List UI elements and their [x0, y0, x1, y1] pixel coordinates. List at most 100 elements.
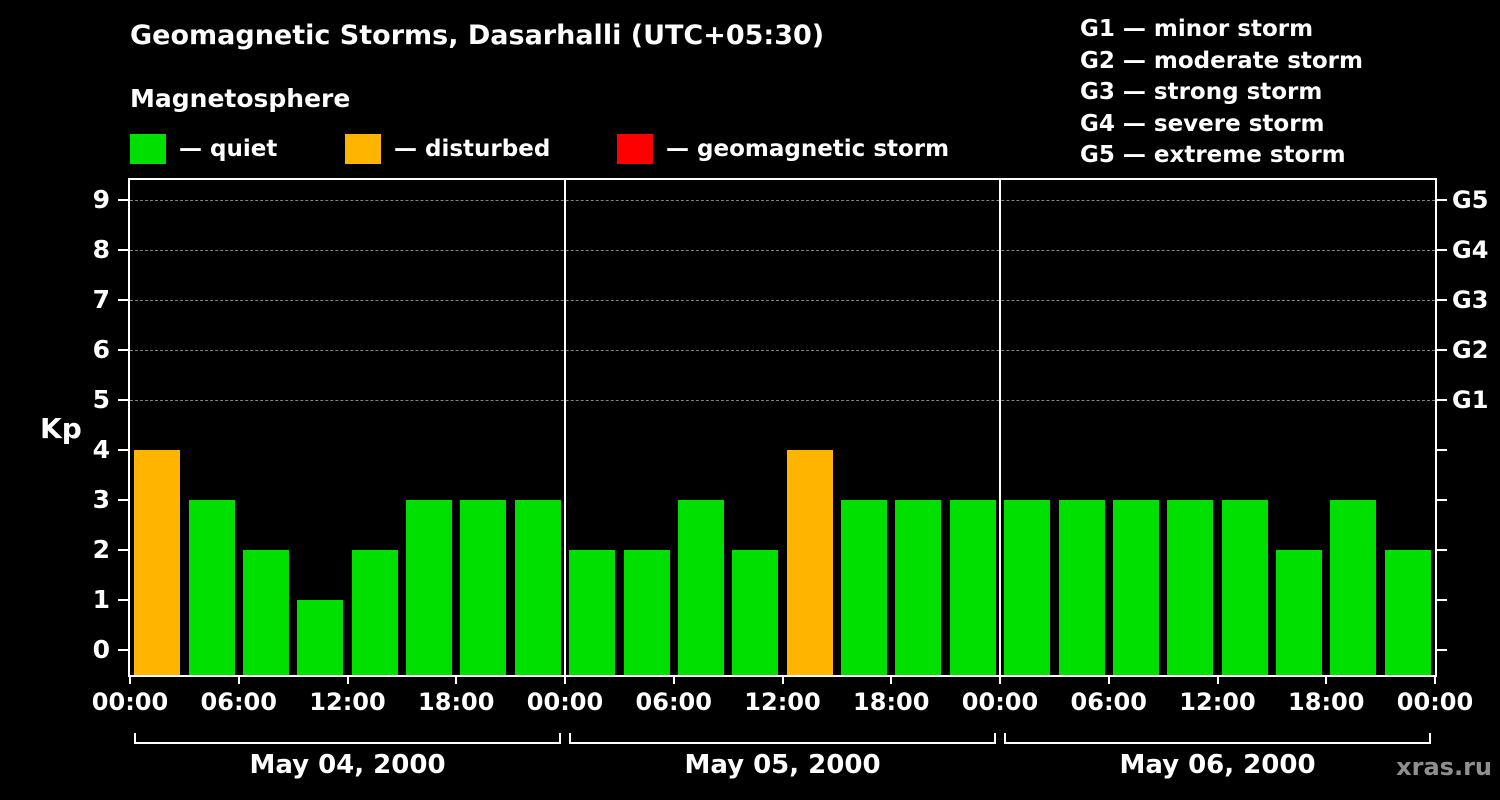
x-axis-tick — [1434, 675, 1436, 684]
y-axis-label: 1 — [92, 585, 110, 614]
plot-area: 0 1 2 3 4 5 6 7 8 9 G1 G2 G3 G4 G5 00:00 06:00 12:00 18:00… — [92, 178, 1488, 716]
kp-bar — [786, 450, 833, 675]
y-axis-tick-right — [1437, 449, 1447, 451]
kp-bar — [841, 500, 888, 675]
y-axis-label: 0 — [92, 635, 110, 664]
kp-bar — [514, 500, 561, 675]
x-axis-tick — [1325, 675, 1328, 684]
x-axis-label: 06:00 — [635, 688, 712, 716]
g-scale-legend: G1 — minor storm G2 — moderate storm G3 … — [1080, 14, 1363, 172]
legend-item-disturbed: — disturbed — [345, 133, 550, 165]
y-axis-tick-right — [1437, 199, 1447, 201]
x-axis-tick — [346, 675, 349, 684]
legend-item-storm: — geomagnetic storm — [617, 133, 949, 165]
kp-bar — [569, 550, 616, 675]
subtitle-magnetosphere: Magnetosphere — [130, 84, 351, 113]
y-axis-tick — [118, 299, 128, 301]
gridline-kp7 — [130, 300, 1435, 301]
kp-bar — [1221, 500, 1268, 675]
y-axis-tick — [118, 349, 128, 351]
g-scale-axis-label: G3 — [1452, 286, 1489, 314]
kp-bar — [895, 500, 942, 675]
date-label: May 04, 2000 — [249, 750, 446, 780]
x-axis-label: 12:00 — [309, 688, 386, 716]
kp-bar — [1330, 500, 1377, 675]
x-axis-tick — [1216, 675, 1219, 684]
page-title: Geomagnetic Storms, Dasarhalli (UTC+05:3… — [130, 20, 825, 51]
g-scale-axis-label: G4 — [1452, 236, 1489, 264]
y-axis-tick — [118, 199, 128, 201]
x-axis-label: 18:00 — [853, 688, 930, 716]
x-axis-label: 18:00 — [1288, 688, 1365, 716]
y-axis-tick-right — [1437, 599, 1447, 601]
x-axis-tick — [890, 675, 893, 684]
x-axis-label: 00:00 — [526, 688, 604, 716]
y-axis-label: 3 — [92, 485, 110, 514]
kp-bar — [1004, 500, 1051, 675]
x-axis-label: 18:00 — [418, 688, 495, 716]
kp-bar — [1276, 550, 1323, 675]
y-axis-title: Kp — [40, 412, 82, 445]
gridline-kp8 — [130, 250, 1435, 251]
x-axis-label: 12:00 — [744, 688, 821, 716]
kp-bar — [623, 550, 670, 675]
g-scale-axis-label: G1 — [1452, 386, 1489, 414]
x-axis-tick — [129, 675, 131, 684]
legend-label-storm: — geomagnetic storm — [666, 136, 950, 162]
storm-color-swatch — [617, 134, 653, 164]
quiet-color-swatch — [130, 134, 166, 164]
date-axis: May 04, 2000 May 05, 2000 May 06, 2000 — [0, 733, 1500, 800]
x-axis-label: 12:00 — [1179, 688, 1256, 716]
g5-legend-line: G5 — extreme storm — [1080, 142, 1346, 168]
g-scale-axis-label: G2 — [1452, 336, 1489, 364]
kp-bar — [1058, 500, 1105, 675]
y-axis-tick — [118, 649, 128, 651]
date-bracket — [569, 733, 996, 744]
kp-bar — [188, 500, 235, 675]
gridline-kp6 — [130, 350, 1435, 351]
g4-legend-line: G4 — severe storm — [1080, 110, 1325, 137]
y-axis-tick — [118, 249, 128, 251]
x-axis-label: 00:00 — [1396, 688, 1474, 716]
kp-bar — [1167, 500, 1214, 675]
day-separator-line — [564, 180, 566, 675]
legend-label-disturbed: — disturbed — [394, 136, 551, 162]
kp-bar — [732, 550, 779, 675]
x-axis-tick — [999, 675, 1001, 684]
y-axis-label: 4 — [92, 435, 110, 464]
y-axis-tick — [118, 449, 128, 451]
x-axis-tick — [1107, 675, 1110, 684]
date-label: May 06, 2000 — [1119, 750, 1316, 780]
kp-bar — [949, 500, 996, 675]
x-axis-label: 06:00 — [1070, 688, 1147, 716]
kp-bar — [1112, 500, 1159, 675]
kp-bar — [134, 450, 181, 675]
kp-bar — [460, 500, 507, 675]
kp-bar — [297, 600, 344, 675]
y-axis-tick-right — [1437, 649, 1447, 651]
kp-bar — [406, 500, 453, 675]
x-axis-label: 00:00 — [91, 688, 169, 716]
date-bracket — [1004, 733, 1431, 744]
kp-bar — [1384, 550, 1431, 675]
date-label: May 05, 2000 — [684, 750, 881, 780]
watermark-xras: xras.ru — [1396, 753, 1492, 781]
y-axis-label: 6 — [92, 335, 110, 364]
y-axis-label: 5 — [92, 385, 110, 414]
y-axis-tick — [118, 499, 128, 501]
y-axis-tick — [118, 399, 128, 401]
x-axis-tick — [564, 675, 566, 684]
y-axis-label: 9 — [92, 185, 110, 214]
disturbed-color-swatch — [345, 134, 381, 164]
x-axis-tick — [455, 675, 458, 684]
g-scale-axis-label: G5 — [1452, 186, 1489, 214]
kp-bar — [351, 550, 398, 675]
x-axis-label: 00:00 — [961, 688, 1039, 716]
y-axis-tick-right — [1437, 349, 1447, 351]
x-axis-tick — [672, 675, 675, 684]
x-axis-tick — [781, 675, 784, 684]
y-axis-tick-right — [1437, 249, 1447, 251]
y-axis-tick-right — [1437, 549, 1447, 551]
gridline-kp9 — [130, 200, 1435, 201]
